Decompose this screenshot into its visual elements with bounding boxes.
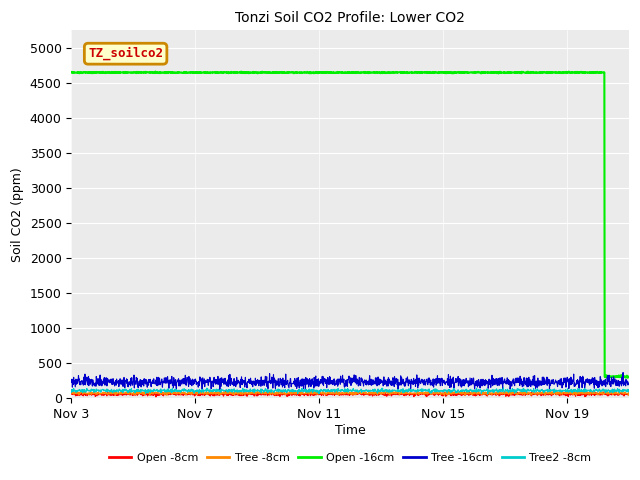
Tree -16cm (307, 384, 315, 389)
Tree -16cm (548, 378, 556, 384)
Open -8cm (549, 389, 557, 395)
Tree -16cm (68, 380, 76, 385)
Open -16cm (625, 374, 633, 380)
Tree -16cm (426, 378, 434, 384)
Tree -16cm (100, 375, 108, 381)
Title: Tonzi Soil CO2 Profile: Lower CO2: Tonzi Soil CO2 Profile: Lower CO2 (236, 11, 465, 25)
Open -8cm (68, 391, 76, 396)
Line: Tree -16cm: Tree -16cm (72, 372, 629, 390)
Open -8cm (625, 391, 633, 396)
Tree2 -8cm (68, 390, 76, 396)
Open -16cm (100, 70, 108, 75)
Tree -8cm (100, 390, 108, 396)
Open -16cm (307, 71, 315, 76)
Tree -8cm (316, 390, 324, 396)
Tree -8cm (444, 387, 452, 393)
Open -16cm (68, 69, 76, 75)
Line: Open -8cm: Open -8cm (72, 391, 629, 397)
Tree -8cm (365, 390, 372, 396)
Tree2 -8cm (549, 387, 557, 393)
Open -16cm (152, 69, 159, 74)
Line: Tree2 -8cm: Tree2 -8cm (72, 388, 629, 394)
Y-axis label: Soil CO2 (ppm): Soil CO2 (ppm) (11, 167, 24, 262)
Tree2 -8cm (484, 391, 492, 397)
Open -8cm (100, 392, 108, 397)
Open -8cm (307, 391, 315, 397)
Tree2 -8cm (307, 388, 314, 394)
Tree2 -8cm (316, 388, 323, 394)
Tree -8cm (426, 390, 434, 396)
Open -16cm (365, 70, 372, 76)
Tree2 -8cm (625, 389, 633, 395)
Open -16cm (426, 70, 434, 76)
Open -16cm (619, 375, 627, 381)
Tree -16cm (301, 387, 309, 393)
Tree -16cm (625, 382, 633, 387)
Open -8cm (316, 392, 324, 397)
Tree -16cm (365, 382, 372, 388)
Open -16cm (316, 69, 324, 75)
Tree -16cm (316, 381, 324, 387)
Tree2 -8cm (499, 385, 507, 391)
Tree -16cm (620, 370, 627, 375)
Open -8cm (426, 391, 434, 396)
Tree2 -8cm (100, 387, 108, 393)
Open -16cm (548, 70, 556, 75)
Tree -8cm (163, 392, 171, 398)
Tree -8cm (307, 389, 315, 395)
Tree2 -8cm (364, 389, 372, 395)
Tree -8cm (68, 390, 76, 396)
Tree2 -8cm (426, 390, 433, 396)
X-axis label: Time: Time (335, 424, 365, 437)
Legend: Open -8cm, Tree -8cm, Open -16cm, Tree -16cm, Tree2 -8cm: Open -8cm, Tree -8cm, Open -16cm, Tree -… (104, 448, 596, 467)
Open -8cm (152, 394, 160, 400)
Open -8cm (135, 388, 143, 394)
Tree -8cm (625, 389, 633, 395)
Line: Open -16cm: Open -16cm (72, 72, 629, 378)
Tree -8cm (549, 390, 557, 396)
Open -8cm (365, 392, 372, 398)
Text: TZ_soilco2: TZ_soilco2 (88, 47, 163, 60)
Line: Tree -8cm: Tree -8cm (72, 390, 629, 395)
